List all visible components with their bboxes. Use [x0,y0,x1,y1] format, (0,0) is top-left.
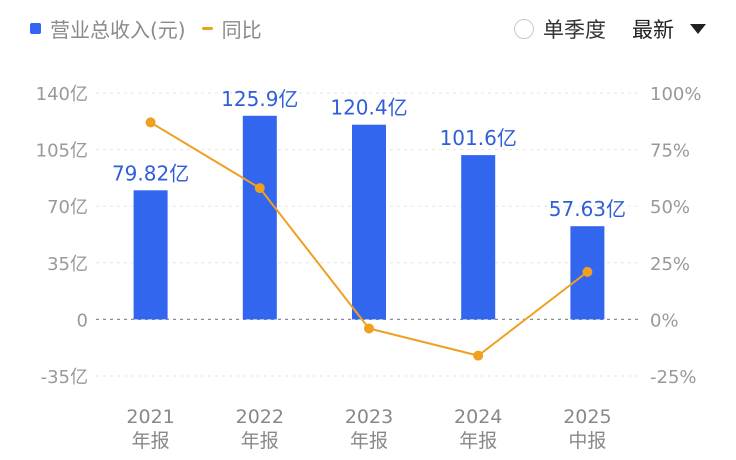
single-quarter-label: 单季度 [543,18,606,42]
yoy-point [364,323,374,334]
x-tick-label-period: 年报 [350,430,388,452]
bar-data-label: 79.82亿 [112,161,189,185]
y-right-tick-label: 75% [650,141,690,162]
chart-controls: 单季度 最新 [514,14,706,44]
x-tick-label-period: 中报 [568,430,606,452]
bar-data-label: 101.6亿 [440,126,517,150]
x-tick-label-year: 2023 [345,406,393,428]
yoy-point [254,183,265,194]
revenue-bar [242,115,277,320]
single-quarter-toggle[interactable]: 单季度 [514,14,606,44]
y-left-tick-label: 140亿 [36,84,88,105]
y-right-tick-label: 100% [650,84,701,105]
bar-data-label: 57.63亿 [549,197,626,221]
x-tick-label-period: 年报 [459,430,497,452]
y-left-tick-label: 70亿 [47,197,88,218]
sort-selected-label: 最新 [632,18,674,42]
legend-bar-swatch [30,23,41,34]
revenue-bar [133,190,168,320]
y-left-tick-label: 0 [77,310,88,331]
x-tick-label-period: 年报 [132,430,170,452]
legend-revenue-label: 营业总收入(元) [50,18,186,42]
y-right-tick-label: 50% [650,197,690,218]
x-tick-label-period: 年报 [241,430,279,452]
y-left-tick-label: 35亿 [47,254,88,275]
y-right-tick-label: 25% [650,254,690,275]
legend-item-revenue[interactable]: 营业总收入(元) [30,14,186,43]
revenue-bar [352,124,386,320]
y-right-tick-label: -25% [650,367,697,388]
y-left-tick-label: -35亿 [41,367,88,388]
bar-data-label: 125.9亿 [221,87,298,111]
sort-dropdown[interactable]: 最新 [632,14,706,44]
y-right-tick-label: 0% [650,310,679,331]
chevron-down-icon[interactable] [690,24,706,34]
radio-icon[interactable] [514,19,534,39]
yoy-point [145,117,156,128]
y-left-tick-label: 105亿 [36,141,88,162]
revenue-bar [461,155,496,320]
legend-yoy-label: 同比 [221,18,262,42]
yoy-point [473,350,484,361]
bar-data-label: 120.4亿 [330,96,407,120]
x-tick-label-year: 2022 [236,406,284,428]
legend-item-yoy[interactable]: 同比 [201,14,262,43]
yoy-point [582,266,593,277]
legend-line-swatch [201,27,213,30]
x-tick-label-year: 2025 [563,406,611,428]
x-tick-label-year: 2021 [126,406,174,428]
chart-legend: 营业总收入(元) 同比 [30,14,278,43]
x-tick-label-year: 2024 [454,406,502,428]
